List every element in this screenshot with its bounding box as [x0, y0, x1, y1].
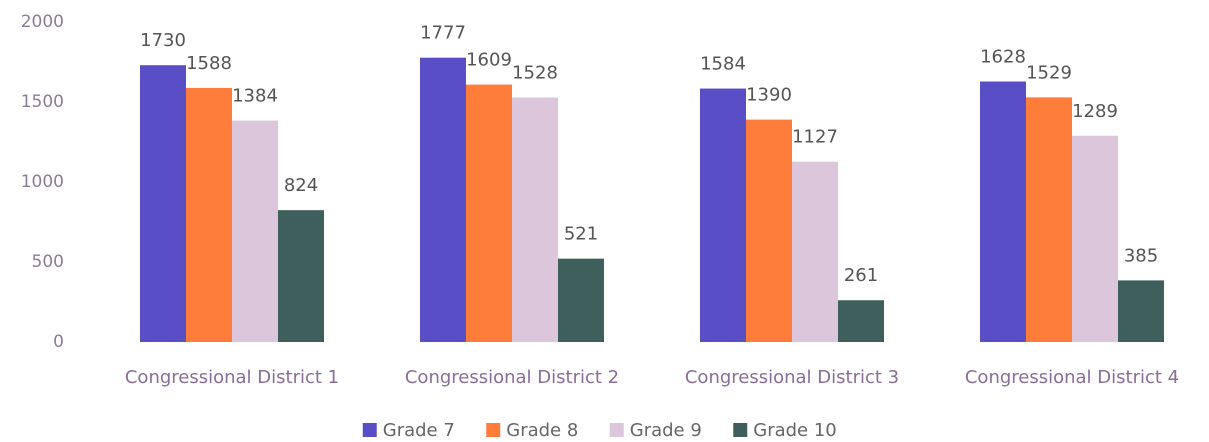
bar	[186, 87, 232, 342]
data-label: 1609	[466, 50, 512, 71]
legend-label: Grade 10	[753, 420, 837, 441]
x-tick-label: Congressional District 3	[685, 367, 899, 388]
data-label: 1777	[420, 23, 466, 44]
data-label: 1730	[140, 30, 186, 51]
bar	[420, 57, 466, 343]
y-tick-label: 2000	[21, 12, 64, 32]
data-label: 521	[564, 224, 598, 245]
bar	[1118, 280, 1164, 342]
y-tick-label: 500	[32, 252, 64, 272]
data-label: 1390	[746, 85, 792, 106]
data-label: 1529	[1026, 62, 1072, 83]
x-tick-label: Congressional District 1	[125, 367, 339, 388]
data-label: 1584	[700, 54, 746, 75]
bar	[278, 210, 324, 342]
bar	[1026, 97, 1072, 342]
x-tick-label: Congressional District 2	[405, 367, 619, 388]
data-label: 1384	[232, 86, 278, 107]
bar	[140, 65, 186, 342]
bar	[466, 84, 512, 342]
x-tick-label: Congressional District 4	[965, 367, 1179, 388]
bar	[980, 81, 1026, 343]
legend-label: Grade 8	[506, 420, 578, 441]
bar	[232, 120, 278, 342]
bar	[746, 119, 792, 342]
data-label: 1528	[512, 63, 558, 84]
data-label: 1289	[1072, 101, 1118, 122]
data-label: 261	[844, 265, 878, 286]
data-label: 1588	[186, 53, 232, 74]
bar	[1072, 135, 1118, 342]
legend-swatch	[733, 423, 748, 437]
y-tick-label: 1000	[21, 172, 64, 192]
bar	[792, 161, 838, 342]
bar	[700, 88, 746, 342]
bar	[558, 258, 604, 342]
y-tick-label: 1500	[21, 92, 64, 112]
legend-label: Grade 9	[630, 420, 702, 441]
data-label: 1127	[792, 127, 838, 148]
data-label: 385	[1124, 245, 1158, 266]
bar	[838, 300, 884, 342]
data-label: 824	[284, 175, 318, 196]
legend-swatch	[609, 423, 624, 437]
legend-swatch	[362, 423, 377, 437]
legend-swatch	[486, 423, 501, 437]
y-tick-label: 0	[53, 332, 64, 352]
data-label: 1628	[980, 47, 1026, 68]
bar	[512, 97, 558, 343]
legend-label: Grade 7	[383, 420, 455, 441]
